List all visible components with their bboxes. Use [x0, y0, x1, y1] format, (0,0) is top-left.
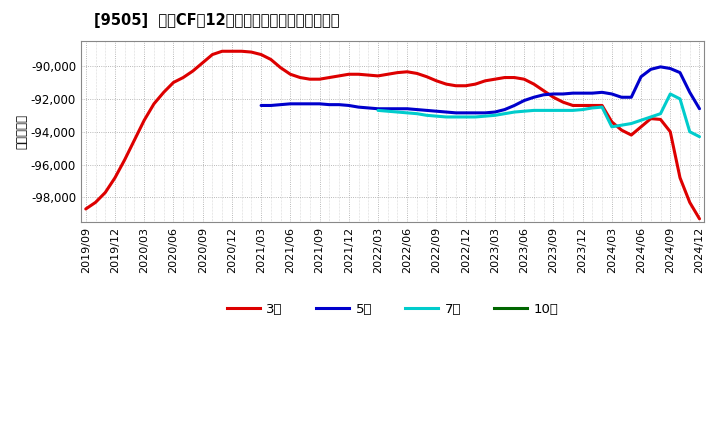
Text: [9505]  投賄CFだ12か月移動合計の平均値の推移: [9505] 投賄CFだ12か月移動合計の平均値の推移 — [94, 13, 339, 28]
5年 — [403, 106, 412, 111]
5年 — [315, 101, 324, 106]
Line: 3年: 3年 — [86, 51, 700, 219]
7年 — [675, 96, 684, 102]
5年 — [500, 107, 509, 112]
5年 — [490, 110, 499, 115]
7年 — [490, 113, 499, 118]
5年 — [539, 92, 548, 97]
7年 — [510, 110, 518, 115]
7年 — [529, 108, 538, 113]
7年 — [617, 123, 626, 128]
5年 — [636, 74, 645, 79]
Legend: 3年, 5年, 7年, 10年: 3年, 5年, 7年, 10年 — [222, 297, 564, 321]
7年 — [627, 121, 636, 126]
5年 — [266, 103, 275, 108]
7年 — [471, 114, 480, 120]
7年 — [636, 117, 645, 123]
5年 — [617, 95, 626, 100]
5年 — [305, 101, 314, 106]
7年 — [393, 110, 402, 115]
3年 — [393, 70, 402, 75]
7年 — [500, 111, 509, 116]
5年 — [608, 92, 616, 97]
7年 — [481, 114, 490, 119]
7年 — [598, 104, 606, 110]
5年 — [559, 92, 567, 97]
5年 — [588, 91, 597, 96]
7年 — [696, 134, 704, 139]
7年 — [403, 110, 412, 115]
7年 — [685, 129, 694, 134]
7年 — [384, 109, 392, 114]
7年 — [539, 108, 548, 113]
5年 — [364, 105, 372, 110]
Line: 5年: 5年 — [261, 67, 700, 113]
5年 — [569, 91, 577, 96]
7年 — [559, 108, 567, 113]
5年 — [374, 106, 382, 111]
5年 — [296, 101, 305, 106]
5年 — [675, 70, 684, 75]
3年 — [218, 48, 227, 54]
5年 — [578, 91, 587, 96]
3年 — [159, 90, 168, 95]
5年 — [520, 98, 528, 103]
7年 — [578, 107, 587, 112]
7年 — [432, 114, 441, 119]
7年 — [647, 114, 655, 120]
7年 — [413, 111, 421, 116]
7年 — [423, 113, 431, 118]
3年 — [344, 72, 353, 77]
7年 — [656, 111, 665, 116]
7年 — [588, 105, 597, 110]
3年 — [481, 78, 490, 84]
5年 — [549, 92, 558, 97]
5年 — [481, 110, 490, 115]
Y-axis label: （百万円）: （百万円） — [15, 114, 28, 149]
3年 — [81, 206, 90, 212]
7年 — [442, 114, 451, 120]
5年 — [432, 109, 441, 114]
7年 — [451, 114, 460, 120]
3年 — [490, 77, 499, 82]
7年 — [374, 108, 382, 113]
5年 — [471, 110, 480, 115]
5年 — [286, 101, 294, 106]
7年 — [569, 108, 577, 113]
3年 — [696, 216, 704, 221]
7年 — [549, 108, 558, 113]
5年 — [393, 106, 402, 111]
5年 — [598, 90, 606, 95]
7年 — [520, 109, 528, 114]
5年 — [257, 103, 266, 108]
5年 — [696, 106, 704, 111]
5年 — [442, 110, 451, 115]
5年 — [685, 90, 694, 95]
5年 — [529, 95, 538, 100]
5年 — [413, 107, 421, 112]
5年 — [325, 102, 333, 107]
5年 — [627, 95, 636, 100]
5年 — [451, 110, 460, 115]
5年 — [335, 102, 343, 107]
5年 — [423, 108, 431, 113]
5年 — [354, 104, 363, 110]
5年 — [666, 66, 675, 71]
5年 — [510, 103, 518, 108]
Line: 7年: 7年 — [378, 94, 700, 137]
5年 — [462, 110, 470, 115]
5年 — [656, 64, 665, 70]
5年 — [276, 102, 285, 107]
3年 — [432, 78, 441, 84]
5年 — [384, 106, 392, 111]
5年 — [647, 67, 655, 72]
7年 — [608, 124, 616, 129]
7年 — [462, 114, 470, 120]
5年 — [344, 103, 353, 108]
7年 — [666, 92, 675, 97]
